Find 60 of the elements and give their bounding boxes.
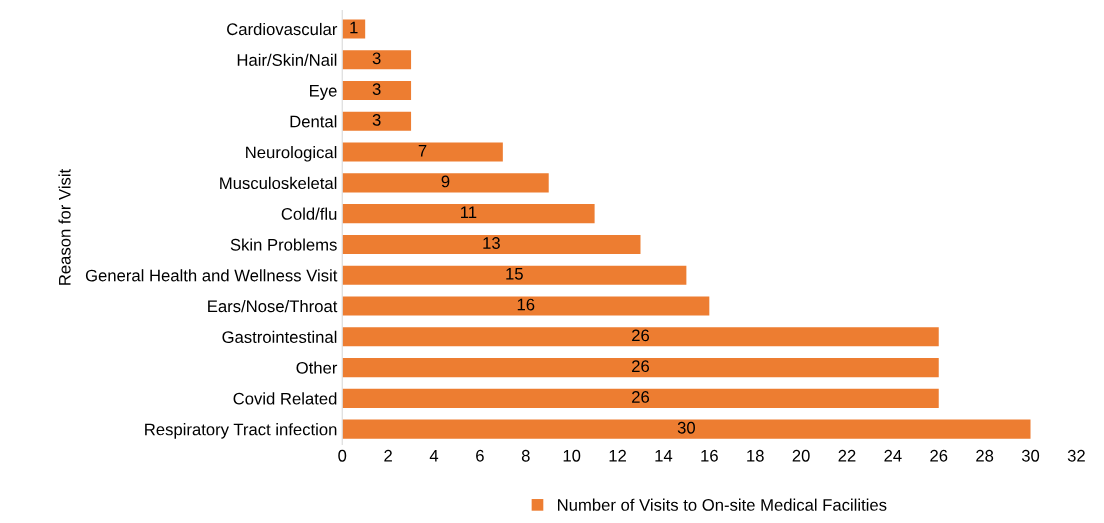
x-tick-label: 26 (930, 449, 948, 462)
data-label: 3 (372, 52, 381, 65)
y-tick-label: Cardiovascular (227, 22, 338, 36)
x-tick-label: 2 (384, 449, 392, 462)
data-label: 3 (372, 83, 381, 95)
y-tick-label: Other (296, 361, 338, 374)
bar (342, 80, 412, 101)
x-tick-label: 32 (1067, 449, 1085, 462)
x-tick-label: 14 (655, 450, 673, 462)
bar (342, 296, 710, 316)
data-label: 26 (632, 391, 650, 403)
data-label: 13 (483, 237, 500, 249)
bar (342, 173, 549, 193)
data-label: 26 (632, 329, 650, 342)
y-axis-title: Reason for Visit (58, 168, 71, 285)
x-tick-label: 24 (884, 449, 902, 462)
x-tick-label: 4 (429, 450, 439, 462)
x-tick-label: 16 (701, 449, 718, 462)
bar (342, 388, 939, 408)
y-tick-label: Respiratory Tract infection (145, 423, 337, 439)
bar (342, 358, 939, 378)
y-tick-label: Ears/Nose/Throat (208, 299, 338, 313)
data-label: 9 (441, 175, 450, 188)
y-tick-label: General Health and Wellness Visit (85, 269, 338, 282)
data-label: 1 (350, 21, 358, 34)
x-tick-label: 20 (792, 449, 810, 462)
bar (342, 234, 641, 254)
bar (342, 265, 687, 285)
data-label: 7 (418, 144, 427, 157)
data-label: 15 (506, 268, 523, 280)
data-label: 3 (372, 113, 381, 126)
x-tick-label: 10 (563, 449, 581, 462)
data-label: 26 (632, 360, 650, 373)
data-label: 30 (677, 421, 695, 434)
y-tick-label: Skin Problems (230, 238, 337, 251)
x-tick-label: 12 (609, 449, 626, 462)
data-label: 16 (517, 298, 535, 311)
x-tick-label: 8 (521, 449, 530, 462)
data-label: 11 (461, 206, 477, 218)
legend-label: Number of Visits to On-site Medical Facilities (558, 498, 887, 511)
y-tick-label: Hair/Skin/Nail (237, 53, 337, 66)
y-tick-label: Covid Related (233, 392, 337, 405)
y-tick-label: Musculoskeletal (220, 176, 337, 190)
y-tick-label: Dental (290, 115, 337, 128)
bar (342, 111, 412, 131)
x-tick-label: 30 (1021, 449, 1040, 462)
y-tick-label: Neurological (246, 146, 337, 162)
bar (342, 142, 503, 162)
y-tick-label: Cold/flu (281, 207, 337, 220)
bar (342, 419, 1031, 439)
bar (342, 50, 412, 70)
bar (342, 327, 939, 347)
bar (342, 204, 595, 224)
x-tick-label: 22 (838, 449, 856, 462)
x-tick-label: 28 (976, 449, 994, 462)
x-tick-label: 6 (476, 449, 484, 462)
y-tick-label: Gastrointestinal (222, 330, 337, 343)
x-tick-label: 0 (338, 449, 347, 462)
y-tick-label: Eye (310, 85, 337, 100)
x-tick-label: 18 (747, 449, 764, 462)
